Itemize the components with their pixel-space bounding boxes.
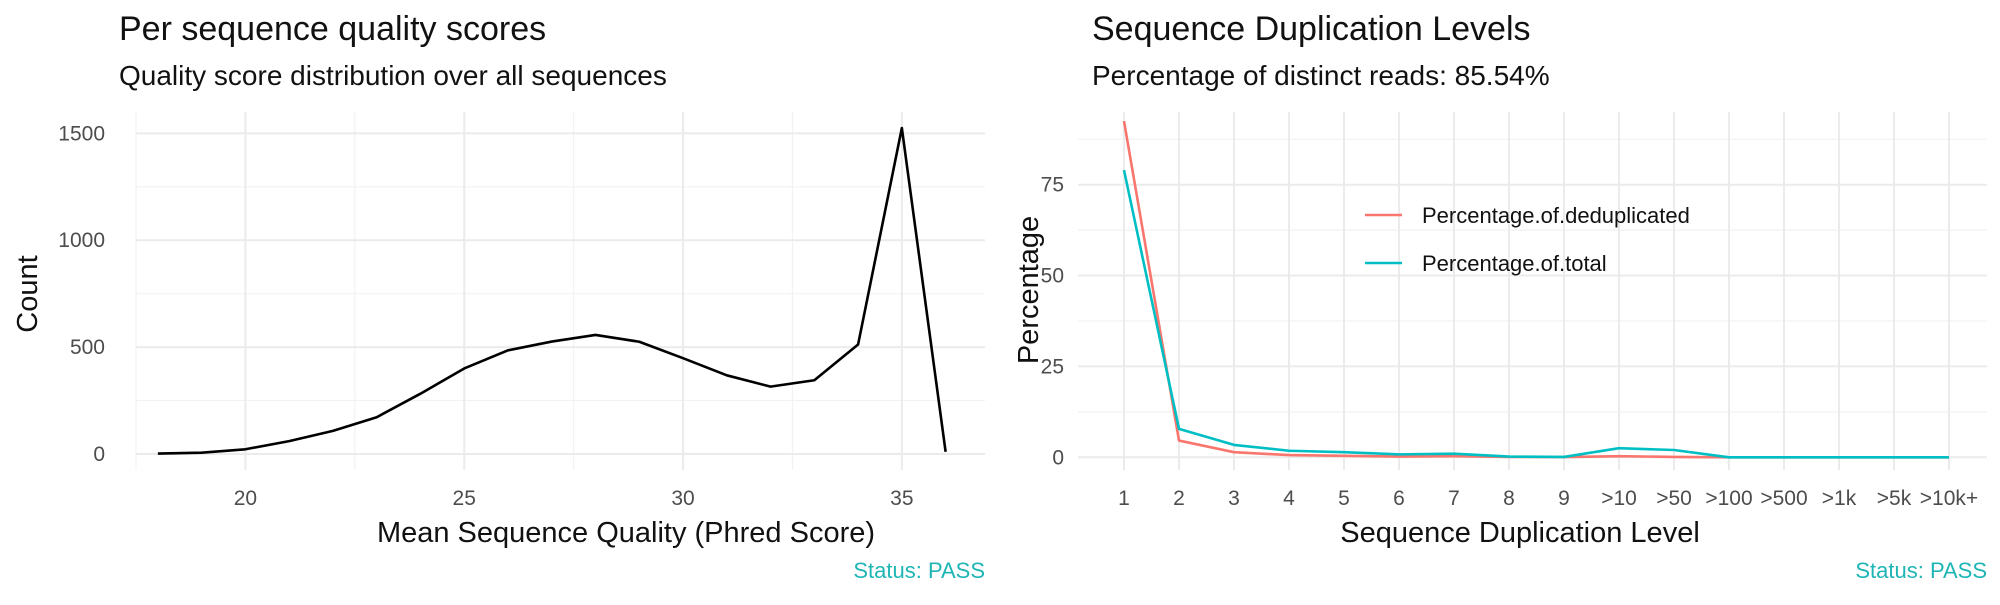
x-tick-label: >5k: [1877, 487, 1912, 510]
x-tick-label: 2: [1173, 487, 1185, 510]
y-tick-label: 0: [93, 443, 105, 466]
quality-lines: [157, 126, 947, 455]
duplication-legend: Percentage.of.deduplicated Percentage.of.…: [1365, 203, 1690, 276]
y-tick-label: 25: [1041, 355, 1064, 378]
x-tick-label: 30: [671, 487, 694, 510]
x-tick-label: 20: [234, 487, 257, 510]
duplication-chart: Sequence Duplication Levels Percentage o…: [1013, 10, 1987, 583]
x-tick-label: 6: [1393, 487, 1405, 510]
x-tick-label: >10k+: [1920, 487, 1978, 510]
quality-y-axis-title: Count: [12, 255, 44, 332]
x-tick-label: 4: [1283, 487, 1295, 510]
duplication-series-line-1: [1122, 120, 1949, 459]
y-tick-label: 500: [70, 336, 105, 359]
duplication-y-axis-title: Percentage: [1013, 216, 1045, 364]
quality-status-text: Status: PASS: [853, 558, 985, 583]
x-tick-label: >1k: [1822, 487, 1857, 510]
duplication-y-ticks: 0 25 50 75: [1041, 174, 1064, 470]
legend-label: Percentage.of.deduplicated: [1422, 203, 1690, 228]
duplication-series-line-2: [1122, 169, 1949, 459]
quality-x-axis-title: Mean Sequence Quality (Phred Score): [377, 517, 875, 549]
quality-y-ticks: 0 500 1000 1500: [58, 122, 105, 466]
quality-x-ticks: 20 25 30 35: [234, 487, 914, 510]
x-tick-label: 35: [890, 487, 913, 510]
x-tick-label: >50: [1656, 487, 1692, 510]
duplication-lines: [1122, 120, 1949, 459]
duplication-x-axis-title: Sequence Duplication Level: [1340, 517, 1700, 549]
x-tick-label: >10: [1601, 487, 1637, 510]
y-tick-label: 1500: [58, 122, 105, 145]
x-tick-label: 25: [453, 487, 476, 510]
x-tick-label: 5: [1338, 487, 1350, 510]
y-tick-label: 1000: [58, 229, 105, 252]
quality-chart: Per sequence quality scores Quality scor…: [12, 10, 985, 583]
duplication-chart-subtitle: Percentage of distinct reads: 85.54%: [1092, 60, 1550, 91]
x-tick-label: >100: [1705, 487, 1752, 510]
x-tick-label: >500: [1760, 487, 1807, 510]
quality-chart-subtitle: Quality score distribution over all sequ…: [119, 60, 667, 91]
y-tick-label: 75: [1041, 174, 1064, 197]
duplication-x-ticks: 1 2 3 4 5 6 7 8 9 >10 >50 >100 >500 >1k >5k >10k+: [1118, 487, 1978, 510]
x-tick-label: 7: [1448, 487, 1460, 510]
x-tick-label: 9: [1558, 487, 1570, 510]
duplication-gridlines: [1078, 112, 1987, 470]
quality-chart-title: Per sequence quality scores: [119, 10, 546, 48]
legend-label: Percentage.of.total: [1422, 251, 1607, 276]
quality-series-line: [157, 126, 947, 455]
x-tick-label: 8: [1503, 487, 1515, 510]
y-tick-label: 50: [1041, 265, 1064, 288]
x-tick-label: 3: [1228, 487, 1240, 510]
duplication-chart-title: Sequence Duplication Levels: [1092, 10, 1531, 48]
quality-gridlines: [135, 112, 985, 470]
x-tick-label: 1: [1118, 487, 1130, 510]
y-tick-label: 0: [1052, 446, 1064, 469]
duplication-status-text: Status: PASS: [1855, 558, 1987, 583]
